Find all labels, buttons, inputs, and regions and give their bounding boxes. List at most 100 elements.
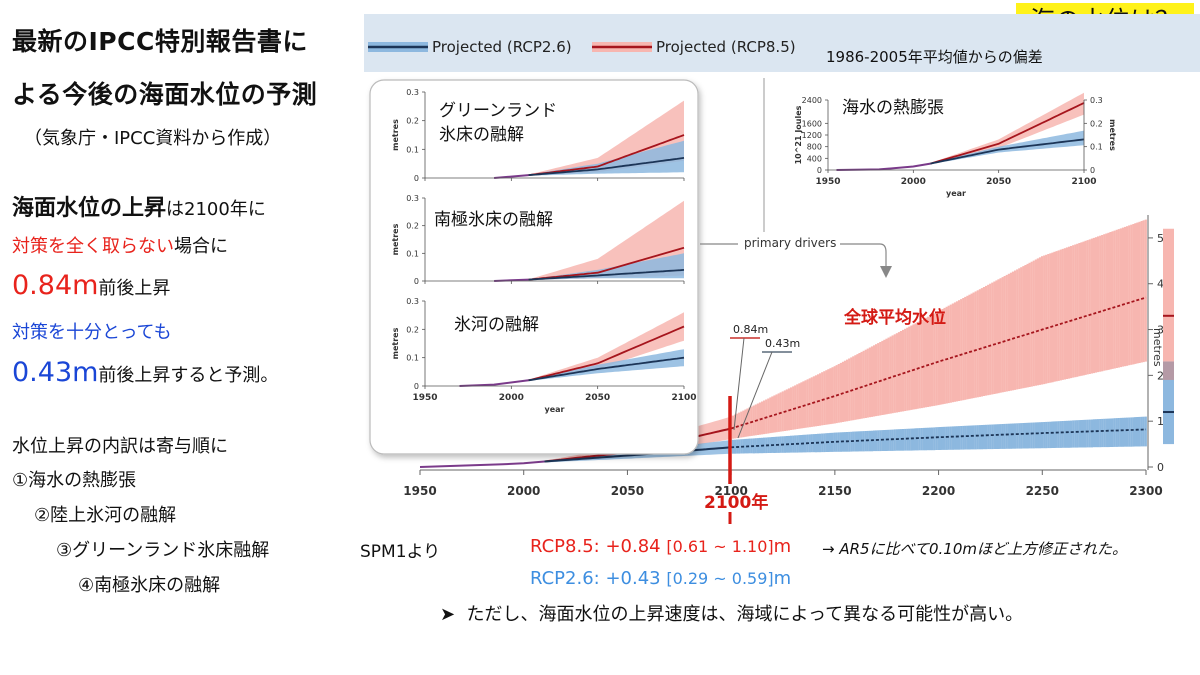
rcp85-bar-2130 [792, 386, 795, 430]
greenland-y-tick-label-2: 0.2 [406, 117, 419, 126]
rcp26-bar-2186 [908, 428, 911, 451]
rcp26-result-range: [0.29 ~ 0.59] [666, 569, 774, 588]
rcp85-bar-2294 [1132, 224, 1135, 365]
rcp26-bar-2203 [943, 426, 946, 450]
greenland-median-rcp26 [528, 157, 685, 176]
rcp85-bar-2251 [1043, 255, 1046, 385]
rcp26-bar-2207 [951, 426, 954, 450]
rcp85-bar-2173 [881, 340, 884, 415]
rcp85-bar-2217 [972, 292, 975, 399]
greenland-label-2: 氷床の融解 [439, 125, 524, 145]
rcp26-bar-2175 [885, 429, 888, 451]
glaciers-y-label: metres [391, 327, 400, 359]
main-x-tick-label-2150: 2150 [818, 484, 851, 498]
rcp26-bar-2290 [1124, 417, 1127, 447]
antarctic-y-tick-label-3: 0.3 [406, 194, 419, 203]
rcp85-bar-2140 [812, 376, 815, 427]
rcp85-bar-2194 [924, 317, 927, 408]
rcp26-bar-2153 [839, 432, 842, 452]
rcp26-bar-2227 [993, 424, 996, 449]
rcp85-bar-2284 [1111, 231, 1114, 369]
rcp85-bar-2202 [941, 309, 944, 405]
rcp85-bar-2207 [951, 303, 954, 403]
rcp26-bar-2199 [935, 427, 938, 450]
rcp85-bar-2201 [939, 310, 942, 405]
main-x-tick-label-2200: 2200 [922, 484, 955, 498]
rcp26-bar-2148 [829, 432, 832, 452]
rcp85-bar-2258 [1057, 250, 1060, 381]
rcp26-bar-2104 [738, 439, 741, 454]
rcp85-bar-2134 [800, 382, 803, 429]
rcp26-bar-2230 [999, 424, 1002, 449]
rcp85-bar-2198 [933, 313, 936, 406]
rcp26-bar-2287 [1117, 418, 1120, 447]
glaciers-x-tick-label-1950: 1950 [412, 393, 437, 403]
rcp26-bar-2257 [1055, 421, 1058, 448]
greenland-y-label: metres [391, 119, 400, 151]
thermal-label: 海水の熱膨張 [842, 98, 944, 118]
rcp26-bar-2233 [1005, 423, 1008, 449]
thermal-expansion-y-tick-label-3: 1200 [802, 131, 822, 140]
rcp85-bar-2213 [964, 296, 967, 400]
rcp85-bar-2297 [1138, 221, 1141, 363]
rcp85-bar-2111 [752, 405, 755, 436]
rcp85-bar-2167 [868, 347, 871, 418]
rcp85-bar-2283 [1109, 232, 1112, 370]
rcp26-bar-2275 [1092, 419, 1095, 448]
rcp85-bar-2288 [1119, 228, 1122, 368]
main-x-tick-label-1950: 1950 [403, 484, 436, 498]
rcp26-bar-2237 [1014, 423, 1017, 449]
breakdown-item-4: ④南極氷床の融解 [78, 575, 221, 596]
right-axis-label: metres [1151, 328, 1164, 367]
rcp26-bar-2294 [1132, 417, 1135, 447]
rcp85-bar-2195 [926, 316, 930, 407]
rcp85-bar-2200 [937, 311, 940, 406]
rcp26-bar-2188 [912, 428, 915, 451]
rcp26-bar-2194 [924, 427, 927, 451]
rcp85-bar-2254 [1049, 253, 1052, 383]
rcp26-bar-2281 [1105, 418, 1108, 448]
rcp26-bar-2205 [947, 426, 950, 450]
rcp26-bar-2160 [854, 431, 857, 452]
no-action-text: 対策を全く取らない [12, 236, 174, 257]
callout-high-leader [733, 337, 745, 431]
rcp85-bar-2256 [1053, 251, 1056, 382]
antarctic-y-tick-label-0: 0 [414, 277, 419, 286]
rcp85-bar-2222 [982, 287, 986, 396]
rcp26-bar-2176 [887, 429, 890, 451]
callout-low-leader [737, 351, 773, 439]
rcp26-bar-2165 [864, 431, 867, 452]
rcp26-legend-label: Projected (RCP2.6) [432, 38, 572, 56]
rcp85-bar-2227 [993, 281, 996, 394]
rcp26-bar-2213 [964, 425, 967, 450]
rcp26-bar-2221 [980, 425, 983, 450]
rcp26-bar-2240 [1020, 423, 1023, 449]
breakdown-item-2: ②陸上氷河の融解 [34, 505, 177, 526]
glaciers-x-tick-label-2100: 2100 [671, 393, 696, 403]
rcp26-bar-2234 [1007, 423, 1010, 449]
rcp26-bar-2261 [1063, 420, 1066, 448]
rcp85-bar-2228 [995, 280, 998, 394]
rcp85-bar-2290 [1124, 226, 1127, 367]
with-action-line: 対策を十分とっても [12, 318, 172, 344]
low-value-line: 0.43m前後上昇すると予測。 [12, 357, 278, 388]
source-note: （気象庁・IPCC資料から作成） [24, 128, 282, 149]
rcp85-bar-2139 [810, 377, 813, 427]
rcp26-bar-2223 [985, 424, 988, 450]
rcp85-bar-2144 [821, 372, 824, 426]
rcp85-bar-2181 [897, 332, 901, 413]
rcp85-bar-2219 [976, 290, 979, 398]
rcp26-bar-2293 [1130, 417, 1133, 447]
rcp85-bar-2267 [1076, 243, 1079, 377]
greenland-y-tick-label-1: 0.1 [406, 145, 419, 154]
rcp26-bar-2136 [804, 434, 807, 453]
rcp85-bar-2160 [854, 355, 857, 420]
rcp26-bar-2114 [758, 437, 762, 454]
rcp85-bar-2247 [1034, 259, 1037, 386]
rcp26-bar-2264 [1070, 420, 1073, 448]
glaciers-median-rcp85 [528, 325, 685, 382]
rcp85-side-bar [1163, 228, 1174, 380]
rcp26-bar-2195 [926, 427, 930, 451]
rcp85-bar-2210 [958, 300, 961, 401]
